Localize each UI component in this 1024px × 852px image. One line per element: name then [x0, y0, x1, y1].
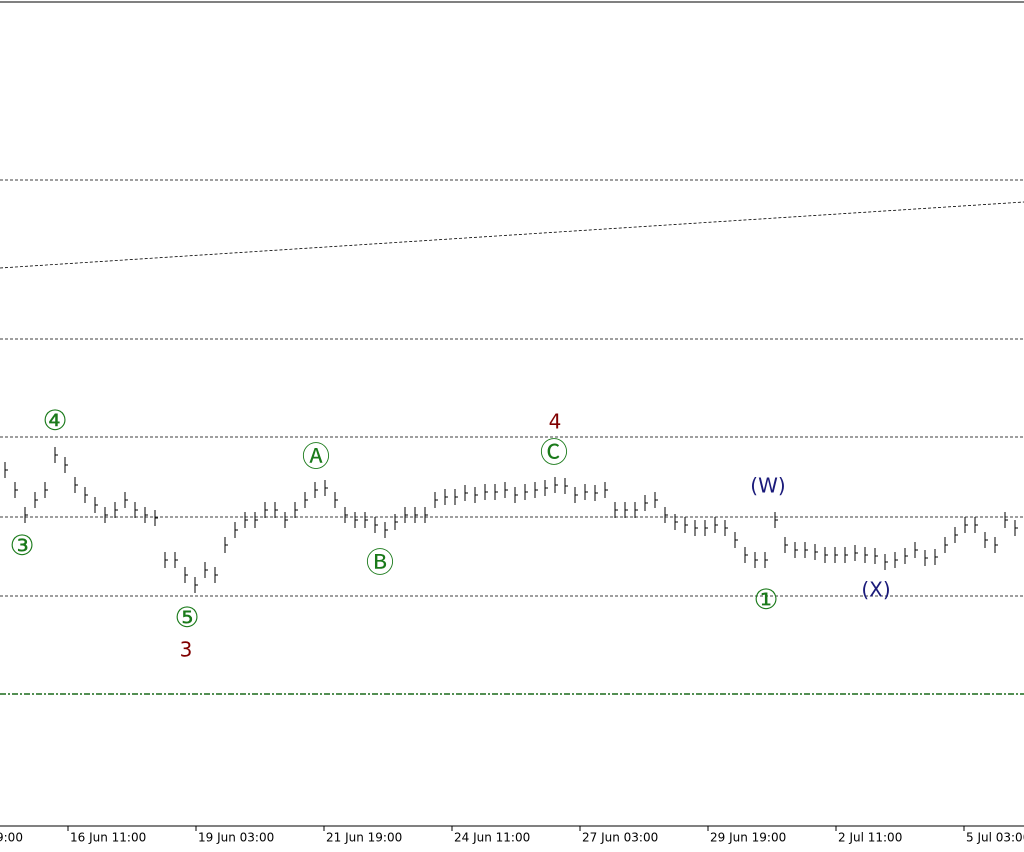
wave-label: 3: [180, 638, 193, 662]
wave-label: ④: [42, 404, 67, 437]
wave-label: Ⓑ: [366, 546, 394, 579]
wave-label: ①: [753, 583, 778, 616]
wave-label: (W): [750, 474, 785, 498]
x-tick-label: 9:00: [0, 831, 23, 845]
x-tick-label: 2 Jul 11:00: [838, 831, 902, 845]
trend-line: [0, 201, 1024, 269]
wave-label: Ⓒ: [540, 436, 568, 469]
wave-label: ⑤: [174, 601, 199, 634]
x-tick-label: 27 Jun 03:00: [582, 831, 658, 845]
x-tick-label: 24 Jun 11:00: [454, 831, 530, 845]
wave-label: ③: [9, 529, 34, 562]
x-tick-label: 19 Jun 03:00: [198, 831, 274, 845]
x-tick-label: 21 Jun 19:00: [326, 831, 402, 845]
wave-label: Ⓐ: [302, 440, 330, 473]
x-tick-label: 16 Jun 11:00: [70, 831, 146, 845]
wave-label: 4: [549, 410, 562, 434]
wave-label: (X): [861, 578, 890, 602]
x-tick-label: 29 Jun 19:00: [710, 831, 786, 845]
x-tick-label: 5 Jul 03:00: [966, 831, 1024, 845]
